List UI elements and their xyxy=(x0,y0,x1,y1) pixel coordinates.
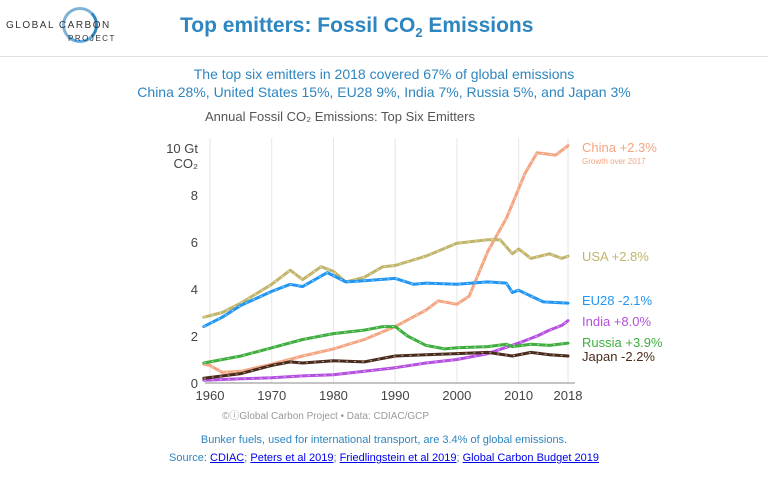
growth-annotation: Growth over 2017 xyxy=(582,157,646,166)
link-cdiac[interactable]: CDIAC xyxy=(210,452,245,464)
header-divider xyxy=(0,56,768,57)
x-tick-label: 1960 xyxy=(196,388,225,403)
chart-title: Annual Fossil CO₂ Emissions: Top Six Emi… xyxy=(205,109,475,124)
page-title: Top emitters: Fossil CO2 Emissions xyxy=(180,14,534,41)
x-tick-label: 1980 xyxy=(319,388,348,403)
link-global-carbon-budget-2019[interactable]: Global Carbon Budget 2019 xyxy=(462,452,599,464)
chart-credit: ©ⓘGlobal Carbon Project • Data: CDIAC/GC… xyxy=(222,410,429,422)
series-line-highlight-4 xyxy=(203,326,569,364)
link-peters-2019[interactable]: Peters et al 2019 xyxy=(250,452,334,464)
series-line-0 xyxy=(202,144,570,374)
gcp-logo: GLOBAL CARBON PROJECT xyxy=(6,6,116,50)
logo-text-line2: PROJECT xyxy=(68,34,116,43)
link-friedlingstein-2019[interactable]: Friedlingstein et al 2019 xyxy=(339,452,457,464)
series-line-highlight-2 xyxy=(203,272,569,328)
y-tick-label: 8 xyxy=(191,188,198,203)
y-tick-label: 6 xyxy=(191,235,198,250)
series-label-2: EU28 -2.1% xyxy=(582,293,653,308)
emissions-chart: Annual Fossil CO₂ Emissions: Top Six Emi… xyxy=(166,109,663,422)
x-tick-label: 2010 xyxy=(504,388,533,403)
series-line-highlight-0 xyxy=(203,145,569,373)
y-tick-label: 4 xyxy=(191,282,198,297)
logo-circle-icon xyxy=(62,7,98,43)
series-line-highlight-5 xyxy=(203,351,569,379)
x-tick-label: 2000 xyxy=(442,388,471,403)
series-line-2 xyxy=(202,271,570,329)
bunker-fuels-note: Bunker fuels, used for international tra… xyxy=(200,434,568,446)
source-line: Source: CDIAC; Peters et al 2019; Friedl… xyxy=(169,452,599,464)
series-line-1 xyxy=(202,238,570,319)
series-label-0: China +2.3% xyxy=(582,140,657,155)
y-unit-label: 10 Gt xyxy=(166,141,198,156)
series-label-4: Russia +3.9% xyxy=(582,335,663,350)
x-tick-label: 2018 xyxy=(554,388,583,403)
y-axis-label: CO₂ xyxy=(173,156,198,171)
x-tick-label: 1970 xyxy=(257,388,286,403)
summary-line-2: China 28%, United States 15%, EU28 9%, I… xyxy=(137,84,631,100)
series-label-5: Japan -2.2% xyxy=(582,349,655,364)
series-line-3 xyxy=(202,319,570,382)
x-tick-label: 1990 xyxy=(381,388,410,403)
y-tick-label: 2 xyxy=(191,329,198,344)
header-bar: GLOBAL CARBON PROJECT Top emitters: Foss… xyxy=(0,0,768,56)
series-label-1: USA +2.8% xyxy=(582,249,649,264)
series-label-3: India +8.0% xyxy=(582,314,651,329)
summary-line-1: The top six emitters in 2018 covered 67%… xyxy=(193,66,575,82)
y-tick-label: 0 xyxy=(191,376,198,391)
source-label: Source: xyxy=(169,452,210,464)
logo-text-line1: GLOBAL CARBON xyxy=(6,20,111,31)
